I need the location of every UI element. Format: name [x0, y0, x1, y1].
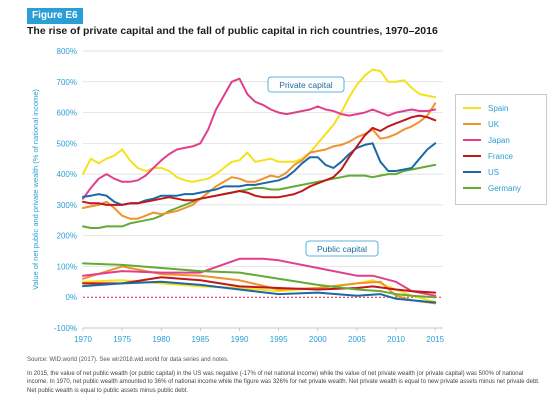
legend-label: Germany: [488, 183, 521, 193]
legend-swatch: [463, 138, 481, 142]
x-tick-label: 1985: [191, 335, 209, 344]
chart-svg: -100% 0% 100% 200% 300% 400% 500% 600% 700% 800% 1…: [31, 47, 445, 344]
legend-swatch: [463, 154, 481, 158]
legend-swatch: [463, 122, 481, 126]
private-capital-line-japan: [82, 77, 437, 200]
x-tick-label: 1980: [152, 335, 170, 344]
x-tick-label: 1970: [74, 335, 92, 344]
public-capital-line-france: [82, 276, 437, 294]
chart-title: The rise of private capital and the fall…: [27, 25, 438, 37]
y-tick-label: -100%: [54, 324, 77, 333]
private-capital-annotation: Private capital: [279, 80, 332, 90]
y-tick-label: 600%: [57, 109, 77, 118]
legend-item-spain: Spain: [463, 100, 546, 116]
y-tick-label: 700%: [57, 78, 77, 87]
legend-label: France: [488, 151, 513, 161]
private-capital-line-germany: [82, 163, 437, 229]
legend-label: UK: [488, 119, 500, 129]
figure-tag: Figure E6: [27, 8, 83, 24]
public-capital-line-japan: [82, 257, 437, 297]
public-capital-line-us: [82, 280, 437, 304]
footnote: In 2015, the value of net public wealth …: [27, 371, 540, 394]
y-axis-label: Value of net public and private wealth (…: [31, 89, 40, 290]
y-tick-label: 300%: [57, 201, 77, 210]
private-capital-annotation-box: [267, 76, 345, 93]
legend-label: US: [488, 167, 500, 177]
x-tick-label: 1995: [270, 335, 288, 344]
legend-swatch: [463, 170, 481, 174]
legend-item-us: US: [463, 164, 546, 180]
private-capital-line-uk: [82, 102, 437, 220]
legend-item-japan: Japan: [463, 132, 546, 148]
legend-swatch: [463, 186, 481, 190]
public-capital-line-germany: [82, 262, 437, 299]
legend-item-france: France: [463, 148, 546, 164]
legend-item-germany: Germany: [463, 180, 546, 196]
chart-legend: Spain UK Japan France US Germany: [455, 94, 547, 205]
private-capital-line-france: [82, 114, 437, 206]
source-note: Source: WID.world (2017). See wir2018.wi…: [27, 357, 229, 363]
y-tick-label: 400%: [57, 170, 77, 179]
y-tick-label: 200%: [57, 232, 77, 241]
x-tick-label: 1990: [231, 335, 249, 344]
legend-label: Spain: [488, 103, 509, 113]
public-capital-annotation-box: [305, 240, 379, 257]
x-tick-label: 2010: [387, 335, 405, 344]
y-tick-label: 800%: [57, 47, 77, 56]
y-tick-label: 0%: [65, 293, 77, 302]
x-tick-label: 2015: [426, 335, 444, 344]
y-tick-label: 500%: [57, 139, 77, 148]
y-tick-label: 100%: [57, 262, 77, 271]
legend-label: Japan: [488, 135, 510, 145]
x-tick-label: 1975: [113, 335, 131, 344]
legend-item-uk: UK: [463, 116, 546, 132]
x-tick-label: 2000: [309, 335, 327, 344]
public-capital-annotation: Public capital: [317, 244, 367, 254]
legend-swatch: [463, 106, 481, 110]
x-tick-label: 2005: [348, 335, 366, 344]
private-capital-line-spain: [82, 68, 437, 183]
